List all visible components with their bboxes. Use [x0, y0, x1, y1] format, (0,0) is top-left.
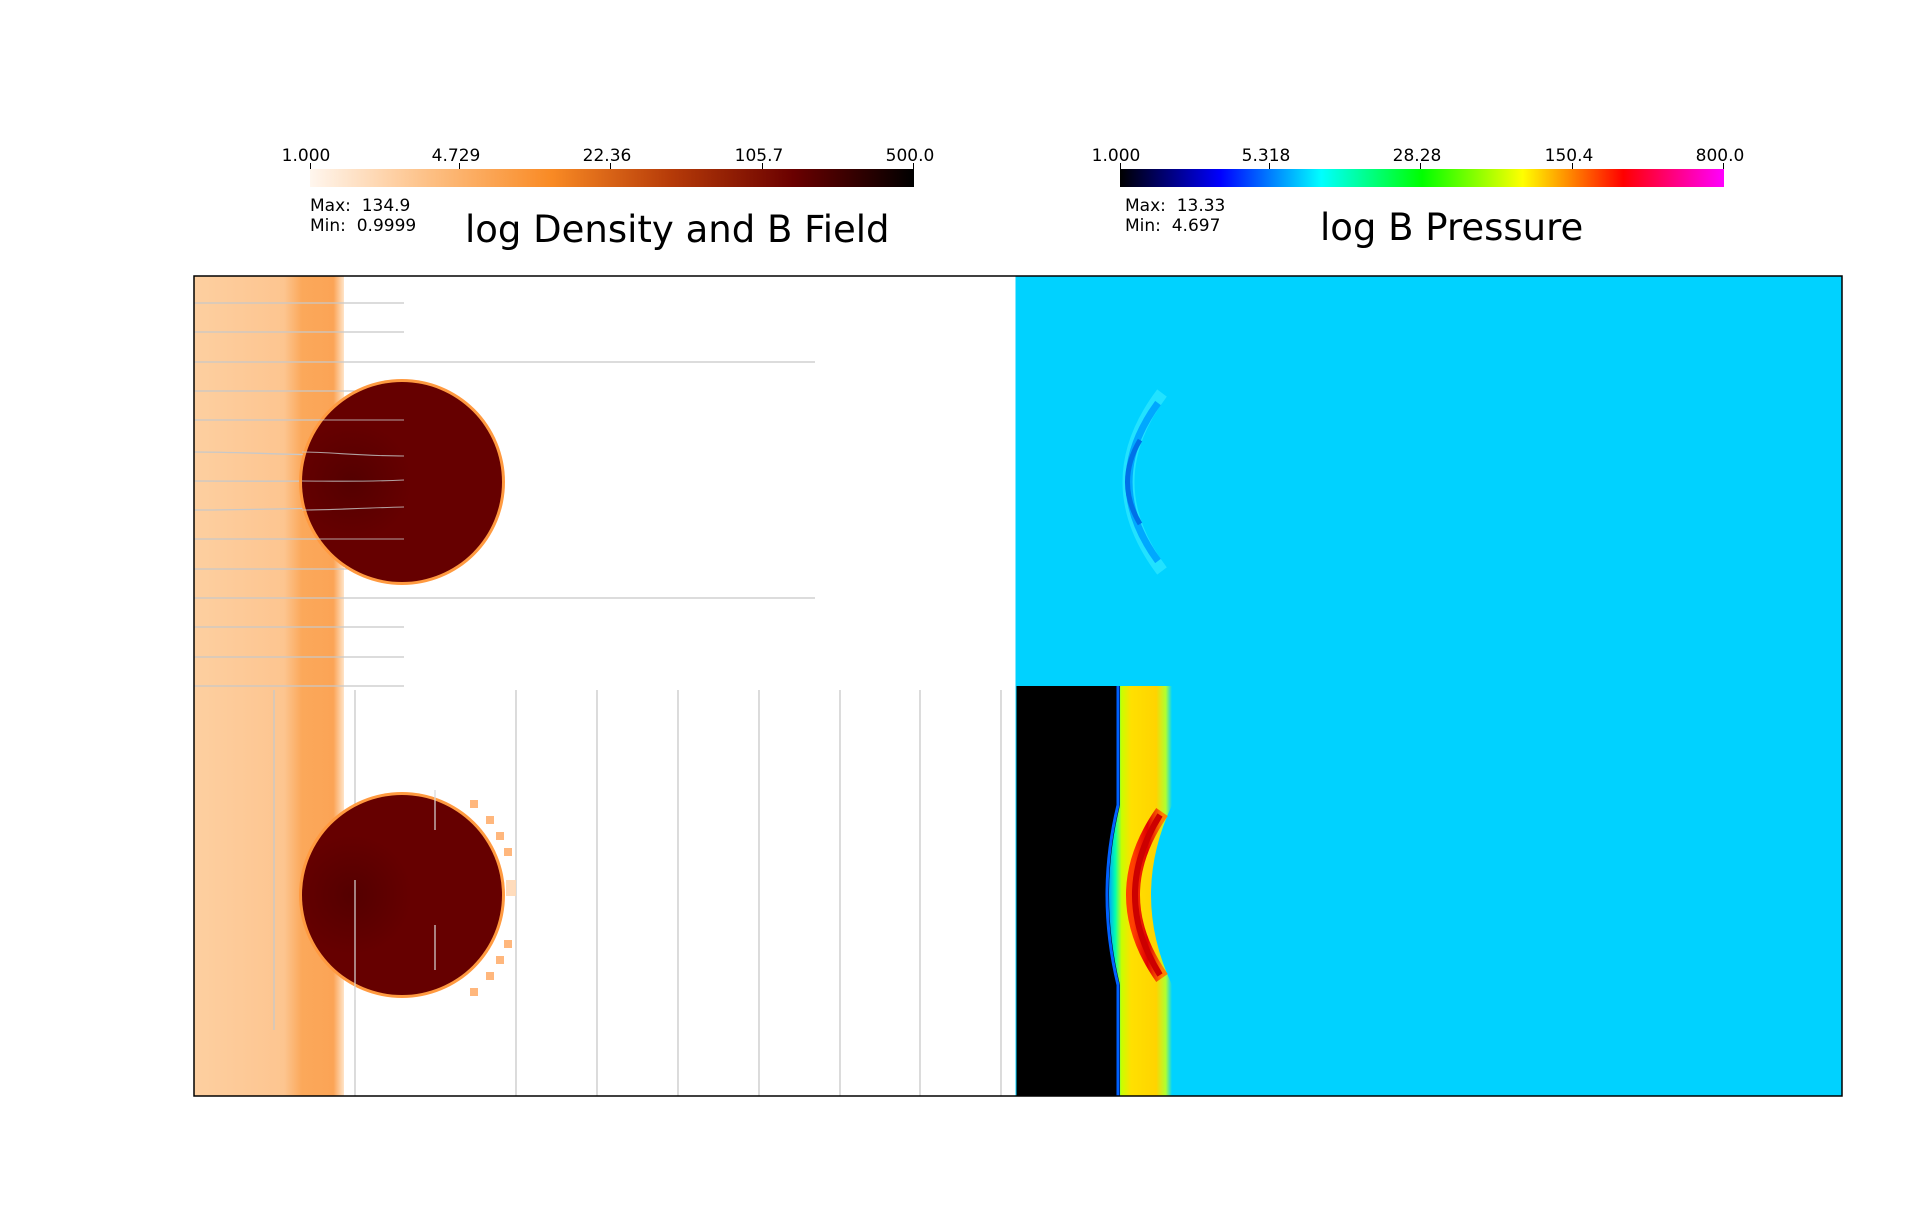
density-max-label: Max: — [310, 196, 351, 216]
plot-frame — [193, 275, 1843, 1097]
density-title: log Density and B Field — [465, 208, 890, 251]
density-min-value: 0.9999 — [356, 216, 417, 236]
density-minmax: Max: 134.9 Min: 0.9999 — [310, 196, 416, 236]
density-tick-4: 500.0 — [885, 146, 935, 166]
pressure-tick-3: 150.4 — [1544, 146, 1594, 166]
density-field — [194, 276, 1016, 1096]
pressure-min-value: 4.697 — [1171, 216, 1221, 236]
pressure-title: log B Pressure — [1320, 206, 1584, 249]
density-max-value: 134.9 — [361, 196, 411, 216]
pressure-band — [1109, 686, 1172, 1096]
density-blob-upper — [302, 382, 502, 582]
pressure-field — [1016, 276, 1842, 1096]
pressure-min-label: Min: — [1125, 216, 1161, 236]
field-lines-upper — [194, 302, 815, 687]
density-colorbar — [310, 169, 914, 187]
pressure-max-value: 13.33 — [1176, 196, 1226, 216]
density-tick-1: 4.729 — [431, 146, 481, 166]
density-tick-3: 105.7 — [734, 146, 784, 166]
density-tick-0: 1.000 — [281, 146, 331, 166]
pressure-tick-4: 800.0 — [1695, 146, 1745, 166]
density-blob-lower — [302, 795, 502, 995]
pressure-colorbar — [1120, 169, 1724, 187]
density-tick-2: 22.36 — [582, 146, 632, 166]
pressure-minmax: Max: 13.33 Min: 4.697 — [1125, 196, 1225, 236]
pressure-tick-2: 28.28 — [1392, 146, 1442, 166]
pressure-tick-1: 5.318 — [1241, 146, 1291, 166]
pressure-max-label: Max: — [1125, 196, 1166, 216]
density-min-label: Min: — [310, 216, 346, 236]
pressure-low-region — [1016, 686, 1120, 1096]
pressure-tick-0: 1.000 — [1091, 146, 1141, 166]
